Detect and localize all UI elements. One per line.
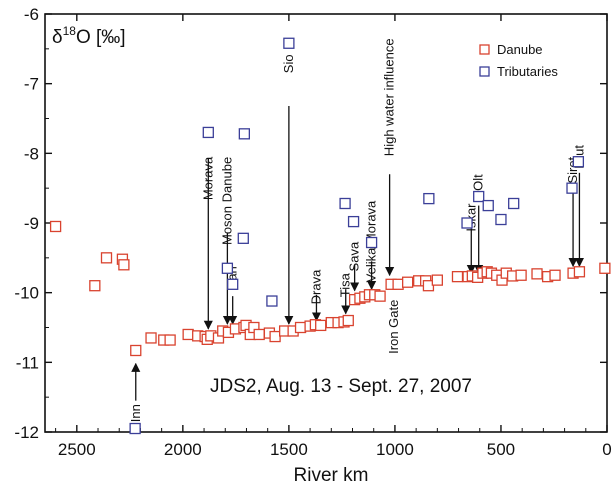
- danube-point: [431, 274, 443, 286]
- x-tick-label: 2500: [58, 440, 96, 459]
- tributaries-point: [473, 190, 485, 203]
- tributaries-point: [566, 182, 578, 194]
- y-tick-label: -8: [24, 144, 39, 163]
- danube-point: [253, 328, 265, 341]
- tributaries-point: [221, 262, 234, 274]
- y-tick-label: -11: [16, 353, 39, 372]
- tributaries-point: [129, 422, 141, 435]
- x-axis-label: River km: [294, 465, 369, 486]
- legend-marker-tributaries: [479, 66, 490, 77]
- plot-area: 2500 2000 1500 1000 500 0 -12 -11 -10 -9 -8 -7 -6 Inn…: [14, 5, 611, 459]
- danube-point: [451, 270, 464, 283]
- annotation-label: Olt: [471, 174, 486, 191]
- danube-point: [89, 280, 101, 292]
- y-tick-label: -6: [24, 5, 39, 24]
- annotation-label: Tisa: [338, 272, 353, 297]
- danube-point: [100, 252, 113, 264]
- legend-label-danube: Danube: [497, 42, 543, 57]
- danube-point: [118, 259, 130, 271]
- legend: Danube Tributaries: [479, 42, 558, 79]
- tributaries-point: [238, 128, 251, 140]
- danube-point: [294, 321, 307, 334]
- danube-point: [392, 278, 404, 290]
- danube-point: [145, 332, 157, 344]
- x-tick-label: 2000: [164, 440, 202, 459]
- tributaries-point: [495, 213, 507, 226]
- tributaries-point: [283, 37, 295, 49]
- legend-label-tributaries: Tributaries: [497, 64, 558, 79]
- annotation-label: Drava: [308, 269, 323, 304]
- chart-caption: JDS2, Aug. 13 - Sept. 27, 2007: [210, 376, 472, 397]
- tributaries-point: [365, 236, 378, 249]
- annotation-label: Morava: [200, 156, 215, 200]
- y-tick-label: -12: [14, 423, 39, 442]
- y-tick-label: -7: [24, 75, 39, 94]
- y-tick-label: -9: [24, 214, 39, 233]
- danube-point: [182, 328, 194, 341]
- danube-point: [573, 266, 586, 278]
- annotation-label: High water influence: [382, 38, 397, 156]
- annotation-label: Sava: [347, 241, 362, 271]
- tributaries-point: [423, 192, 435, 205]
- tributaries-point: [202, 126, 214, 139]
- annotation-label: Inn: [128, 404, 143, 422]
- x-tick-label: 0: [602, 440, 611, 459]
- y-axis-label: δ18O [‰]: [52, 24, 126, 48]
- danube-point: [531, 268, 543, 280]
- tributaries-point: [482, 199, 494, 212]
- danube-point: [515, 269, 527, 281]
- tributaries-point: [227, 278, 239, 290]
- annotation-label: Sio: [281, 54, 296, 73]
- y-tick-label: -10: [14, 284, 39, 303]
- x-tick-label: 1000: [376, 440, 414, 459]
- danube-point: [374, 290, 386, 302]
- danube-point: [130, 344, 142, 357]
- danube-point: [549, 269, 561, 281]
- legend-marker-danube: [479, 44, 490, 55]
- x-tick-label: 1500: [270, 440, 308, 459]
- danube-point: [269, 330, 281, 343]
- tributaries-point: [266, 295, 278, 307]
- danube-point: [315, 319, 327, 332]
- danube-point: [401, 276, 414, 288]
- tributaries-point: [572, 156, 585, 168]
- x-tick-label: 500: [487, 440, 515, 459]
- danube-point: [164, 334, 176, 346]
- tributaries-point: [508, 197, 520, 210]
- danube-point: [599, 262, 611, 274]
- tributaries-point: [339, 197, 351, 210]
- tributaries-point: [461, 217, 473, 229]
- danube-point: [342, 314, 354, 327]
- danube-point: [49, 220, 62, 233]
- annotation-label: Moson Danube: [219, 157, 234, 245]
- tributaries-point: [237, 232, 249, 244]
- annotation-label: Iron Gate: [386, 300, 401, 354]
- tributaries-point: [347, 215, 360, 228]
